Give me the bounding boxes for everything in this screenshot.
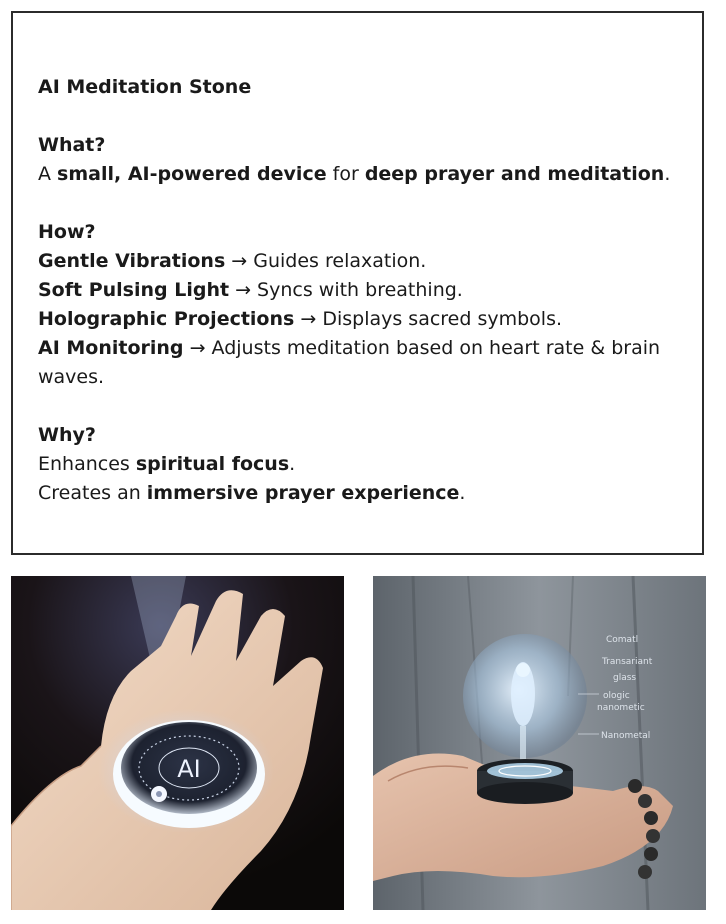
why-run: spiritual focus [135, 453, 290, 475]
how-item-label: Soft Pulsing Light [38, 279, 230, 301]
hand-stone-image: AI [11, 576, 344, 910]
what-run: for [326, 163, 365, 185]
how-item-desc: → Syncs with breathing. [229, 279, 463, 301]
what-run: A [38, 163, 58, 185]
why-run: Enhances [38, 453, 136, 475]
what-run: . [664, 163, 671, 185]
how-list: Gentle Vibrations → Guides relaxation. So… [38, 247, 682, 392]
how-item-label: AI Monitoring [38, 337, 184, 359]
how-item: Holographic Projections → Displays sacre… [38, 305, 682, 334]
why-run: immersive prayer experience [146, 482, 460, 504]
annotation-6: Nanometal [601, 731, 650, 741]
how-heading: How? [38, 221, 96, 243]
annotation-5: nanometic [597, 703, 645, 713]
why-run: . [289, 453, 296, 475]
how-item: Soft Pulsing Light → Syncs with breathin… [38, 276, 682, 305]
why-line: Creates an immersive prayer experience. [38, 479, 682, 508]
why-run: . [459, 482, 466, 504]
how-item-desc: → Guides relaxation. [225, 250, 427, 272]
why-list: Enhances spiritual focus. Creates an imme… [38, 450, 682, 508]
crystal-sphere-image: Comatl Transariant glass ologic nanometi… [373, 576, 706, 910]
annotation-3: glass [613, 673, 636, 683]
why-heading: Why? [38, 424, 96, 446]
how-item-label: Holographic Projections [38, 308, 295, 330]
hand-stone-illustration: AI [11, 576, 344, 910]
how-item-desc: → Adjusts meditation based on heart rate… [38, 337, 661, 388]
card-title: AI Meditation Stone [38, 76, 252, 98]
crystal-sphere-illustration: Comatl Transariant glass ologic nanometi… [373, 576, 706, 910]
annotation-4: ologic [603, 691, 630, 701]
annotation-2: Transariant [601, 657, 653, 667]
what-run: small, AI-powered device [57, 163, 327, 185]
annotation-1: Comatl [606, 635, 638, 645]
what-text: A small, AI-powered device for deep pray… [38, 160, 682, 189]
what-heading: What? [38, 134, 106, 156]
why-run: Creates an [38, 482, 147, 504]
why-line: Enhances spiritual focus. [38, 450, 682, 479]
info-card: AI Meditation Stone What? A small, AI-po… [11, 11, 704, 555]
how-item: Gentle Vibrations → Guides relaxation. [38, 247, 682, 276]
how-item-desc: → Displays sacred symbols. [294, 308, 563, 330]
what-run: deep prayer and meditation [364, 163, 665, 185]
how-item-label: Gentle Vibrations [38, 250, 226, 272]
card-content: AI Meditation Stone What? A small, AI-po… [38, 73, 682, 508]
how-item: AI Monitoring → Adjusts meditation based… [38, 334, 682, 392]
stone-ai-text: AI [177, 755, 201, 783]
